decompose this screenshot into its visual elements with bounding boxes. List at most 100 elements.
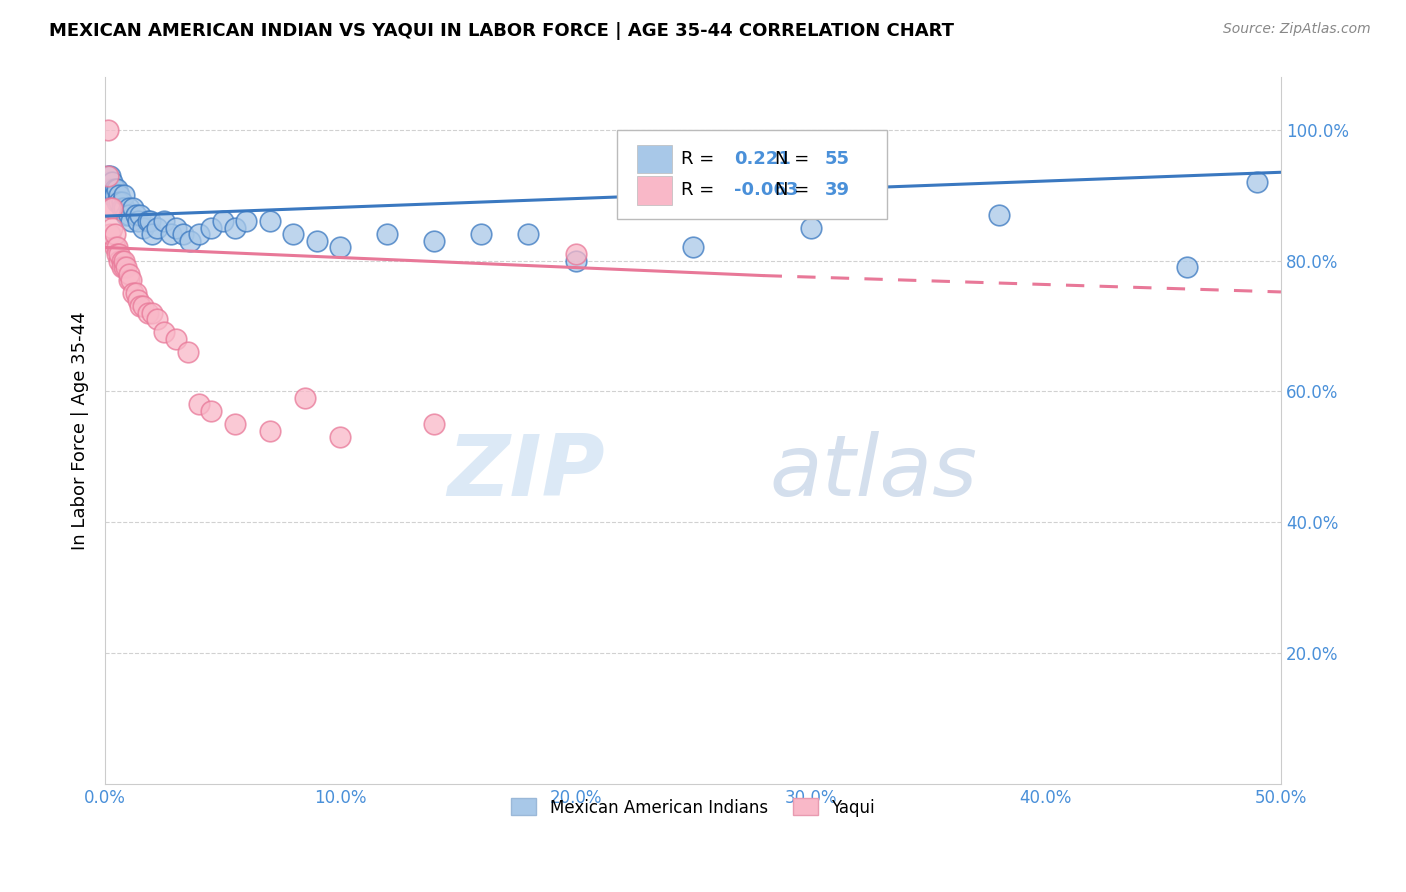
Point bbox=[146, 312, 169, 326]
Point bbox=[122, 286, 145, 301]
Point bbox=[97, 169, 120, 183]
Point bbox=[423, 234, 446, 248]
Point bbox=[97, 122, 120, 136]
Point bbox=[188, 397, 211, 411]
Point bbox=[987, 208, 1010, 222]
Point bbox=[235, 214, 257, 228]
Point bbox=[111, 194, 134, 209]
Point bbox=[423, 417, 446, 431]
Point bbox=[224, 220, 246, 235]
Point bbox=[377, 227, 399, 242]
FancyBboxPatch shape bbox=[637, 145, 672, 173]
Point bbox=[97, 175, 120, 189]
Text: MEXICAN AMERICAN INDIAN VS YAQUI IN LABOR FORCE | AGE 35-44 CORRELATION CHART: MEXICAN AMERICAN INDIAN VS YAQUI IN LABO… bbox=[49, 22, 955, 40]
Point bbox=[224, 417, 246, 431]
Point bbox=[105, 194, 128, 209]
Point bbox=[153, 326, 176, 340]
Point bbox=[470, 227, 492, 242]
Point bbox=[259, 424, 281, 438]
Point bbox=[146, 220, 169, 235]
Point bbox=[136, 214, 159, 228]
Text: 0.221: 0.221 bbox=[734, 150, 792, 168]
Point bbox=[120, 214, 142, 228]
Point bbox=[141, 227, 163, 242]
Point bbox=[112, 253, 135, 268]
FancyBboxPatch shape bbox=[617, 130, 887, 219]
Y-axis label: In Labor Force | Age 35-44: In Labor Force | Age 35-44 bbox=[72, 311, 89, 549]
Point bbox=[118, 267, 141, 281]
Point bbox=[329, 430, 352, 444]
Text: N =: N = bbox=[775, 150, 815, 168]
Point bbox=[564, 253, 586, 268]
Text: Source: ZipAtlas.com: Source: ZipAtlas.com bbox=[1223, 22, 1371, 37]
Point bbox=[200, 404, 222, 418]
Point bbox=[127, 293, 149, 307]
Point bbox=[179, 234, 201, 248]
Point bbox=[294, 391, 316, 405]
Text: ZIP: ZIP bbox=[447, 432, 605, 515]
Point bbox=[101, 201, 124, 215]
Point bbox=[283, 227, 305, 242]
Text: -0.063: -0.063 bbox=[734, 181, 799, 200]
Point bbox=[120, 273, 142, 287]
Point bbox=[188, 227, 211, 242]
Point bbox=[200, 220, 222, 235]
Point bbox=[105, 240, 128, 254]
Point bbox=[97, 169, 120, 183]
Point bbox=[105, 181, 128, 195]
Point bbox=[118, 201, 141, 215]
Point bbox=[125, 286, 148, 301]
Point bbox=[104, 181, 127, 195]
Point bbox=[104, 227, 127, 242]
Point bbox=[259, 214, 281, 228]
Point bbox=[108, 188, 131, 202]
Point bbox=[101, 220, 124, 235]
Point bbox=[112, 260, 135, 274]
Point bbox=[115, 260, 138, 274]
Text: 55: 55 bbox=[825, 150, 849, 168]
Point bbox=[108, 194, 131, 209]
Point bbox=[125, 208, 148, 222]
Point bbox=[1175, 260, 1198, 274]
Point bbox=[160, 227, 183, 242]
Point bbox=[1246, 175, 1268, 189]
Point bbox=[564, 247, 586, 261]
Point bbox=[132, 220, 155, 235]
Point bbox=[104, 240, 127, 254]
Point bbox=[111, 260, 134, 274]
Point bbox=[141, 306, 163, 320]
Point bbox=[176, 345, 198, 359]
Point bbox=[105, 247, 128, 261]
Point bbox=[682, 240, 704, 254]
Point bbox=[111, 201, 134, 215]
Point bbox=[129, 208, 152, 222]
Point bbox=[104, 188, 127, 202]
Point bbox=[108, 253, 131, 268]
Point bbox=[101, 181, 124, 195]
Point bbox=[108, 247, 131, 261]
Point bbox=[165, 220, 187, 235]
Point bbox=[112, 188, 135, 202]
Point bbox=[101, 188, 124, 202]
Point bbox=[98, 169, 121, 183]
Point bbox=[136, 306, 159, 320]
Point bbox=[172, 227, 194, 242]
Point bbox=[97, 181, 120, 195]
Text: R =: R = bbox=[682, 150, 720, 168]
Point bbox=[118, 273, 141, 287]
Point bbox=[112, 201, 135, 215]
Point bbox=[98, 201, 121, 215]
Text: 39: 39 bbox=[825, 181, 849, 200]
Point bbox=[111, 253, 134, 268]
Text: N =: N = bbox=[775, 181, 815, 200]
Point bbox=[118, 208, 141, 222]
Point bbox=[98, 181, 121, 195]
Text: atlas: atlas bbox=[769, 432, 977, 515]
Point bbox=[517, 227, 540, 242]
Point bbox=[211, 214, 233, 228]
Point bbox=[165, 332, 187, 346]
Point bbox=[101, 175, 124, 189]
Legend: Mexican American Indians, Yaqui: Mexican American Indians, Yaqui bbox=[503, 790, 883, 825]
Point bbox=[139, 214, 162, 228]
Point bbox=[122, 201, 145, 215]
